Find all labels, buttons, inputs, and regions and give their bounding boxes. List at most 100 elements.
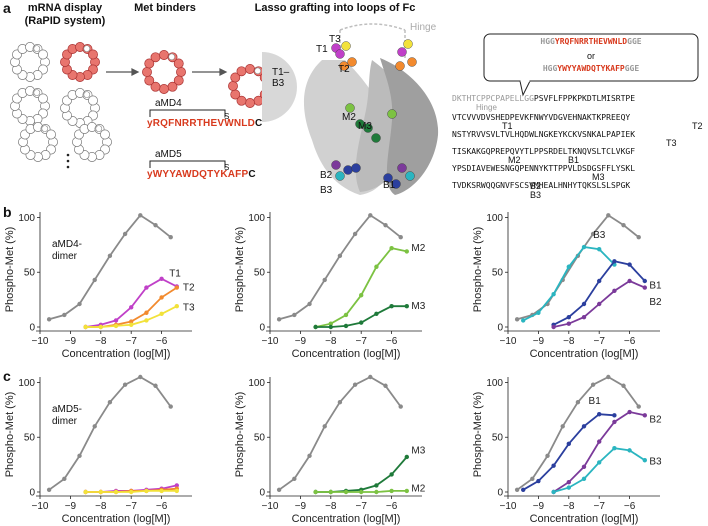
x-tick-label: −9 bbox=[295, 336, 307, 347]
x-tick-label: −10 bbox=[500, 501, 517, 512]
site-sphere bbox=[345, 103, 355, 113]
y-tick-label: 0 bbox=[259, 323, 265, 334]
fc-label-line2: B3 bbox=[272, 78, 285, 89]
data-point bbox=[107, 253, 113, 259]
panel-b-letter: b bbox=[3, 204, 12, 220]
data-point bbox=[359, 489, 364, 495]
peptide1-residue-last: C bbox=[255, 118, 263, 129]
series-parent-dimer bbox=[276, 374, 403, 493]
data-point bbox=[597, 412, 602, 417]
peptide2-residue-first: y bbox=[147, 169, 153, 180]
y-axis-title: Phospho-Met (%) bbox=[234, 227, 246, 313]
x-tick-label: −6 bbox=[386, 501, 398, 512]
data-point bbox=[627, 262, 632, 267]
data-point bbox=[575, 253, 581, 259]
x-tick-label: −7 bbox=[593, 501, 605, 512]
data-point bbox=[560, 277, 565, 283]
chart-c-right: 0 50 100 −10 −9 −8 −7 −6 Phospho-Met (%) Concentr… bbox=[472, 374, 662, 525]
series-label: B2 bbox=[649, 415, 662, 426]
panel-c-letter: c bbox=[3, 368, 11, 384]
data-point bbox=[83, 324, 88, 330]
x-tick-label: −10 bbox=[32, 336, 49, 347]
data-point bbox=[313, 489, 318, 495]
data-point bbox=[144, 488, 149, 494]
data-point bbox=[113, 318, 119, 323]
chart-b-middle: 0 50 100 −10 −9 −8 −7 −6 Phospho-Met (%) Concentr… bbox=[234, 212, 426, 360]
x-tick-label: −9 bbox=[295, 501, 307, 512]
bead bbox=[38, 49, 48, 60]
data-point bbox=[138, 213, 143, 218]
data-point bbox=[551, 322, 556, 328]
data-point bbox=[46, 317, 52, 322]
data-point bbox=[636, 234, 641, 240]
series-label: M2 bbox=[411, 243, 425, 254]
data-point bbox=[597, 301, 602, 307]
y-tick-label: 50 bbox=[254, 268, 266, 279]
data-point bbox=[46, 487, 52, 493]
data-point bbox=[612, 259, 617, 264]
data-point bbox=[144, 310, 149, 315]
x-tick-label: −7 bbox=[125, 501, 137, 512]
data-point bbox=[337, 399, 343, 405]
bead-rings bbox=[10, 42, 272, 162]
series-label: M2 bbox=[411, 484, 425, 495]
peptide-brackets bbox=[149, 109, 226, 168]
y-tick-label: 0 bbox=[497, 323, 503, 334]
series-t3: T3 bbox=[83, 302, 195, 330]
data-point bbox=[597, 278, 602, 284]
x-tick-label: −8 bbox=[563, 501, 575, 512]
structure-label-b1: B1 bbox=[383, 180, 396, 191]
series-t3 bbox=[83, 488, 179, 495]
data-point bbox=[374, 489, 379, 495]
data-point bbox=[398, 404, 403, 409]
bead-marker bbox=[33, 45, 41, 52]
data-point bbox=[514, 317, 520, 322]
data-point bbox=[107, 399, 113, 405]
series-b1: B1 bbox=[521, 396, 617, 493]
y-axis-title: Phospho-Met (%) bbox=[472, 227, 484, 313]
x-tick-label: −7 bbox=[125, 336, 137, 347]
site-sphere bbox=[407, 57, 417, 67]
series-parent-dimer bbox=[46, 374, 173, 493]
data-point bbox=[292, 476, 297, 482]
x-tick-label: −9 bbox=[65, 336, 77, 347]
seq-b2-label: B2 bbox=[530, 181, 542, 191]
fc-seq-line6: TVDKSRWQQGNVFSCSVMHEALHNHYTQKSLSLSPGK bbox=[452, 181, 631, 190]
peptide2-residue-last: C bbox=[248, 169, 256, 180]
data-point bbox=[566, 321, 571, 326]
insert-line2: HGGYWYYAWDQTYKAFPGGE bbox=[486, 64, 696, 73]
fc-label-line1: T1– bbox=[272, 67, 290, 78]
data-point bbox=[307, 301, 312, 307]
seq-t3-label: T3 bbox=[666, 138, 677, 148]
data-point bbox=[159, 488, 164, 494]
data-point bbox=[153, 383, 158, 388]
x-tick-label: −7 bbox=[355, 336, 367, 347]
site-sphere bbox=[397, 163, 407, 173]
data-point bbox=[404, 249, 409, 254]
y-tick-label: 100 bbox=[486, 213, 503, 224]
series-line bbox=[85, 277, 178, 328]
site-sphere bbox=[341, 41, 351, 51]
data-point bbox=[383, 383, 388, 388]
bead-marker bbox=[254, 67, 262, 75]
data-point bbox=[276, 317, 282, 322]
data-point bbox=[322, 277, 327, 283]
y-tick-label: 50 bbox=[24, 433, 36, 444]
data-point bbox=[307, 453, 312, 459]
site-sphere bbox=[383, 173, 393, 183]
data-point bbox=[521, 487, 526, 493]
library-ring-4 bbox=[60, 88, 100, 128]
data-point bbox=[129, 319, 134, 324]
y-tick-label: 0 bbox=[497, 488, 503, 499]
series-label: B3 bbox=[649, 456, 662, 467]
insert-line2-pre: HGG bbox=[542, 64, 558, 73]
site-sphere bbox=[351, 163, 361, 173]
data-point bbox=[77, 453, 82, 459]
data-point bbox=[575, 399, 581, 405]
series-line bbox=[553, 260, 646, 326]
x-tick-label: −9 bbox=[533, 336, 545, 347]
data-point bbox=[113, 488, 119, 494]
library-ring-1 bbox=[10, 42, 50, 82]
structure-label-b3: B3 bbox=[320, 185, 333, 196]
data-point bbox=[359, 293, 364, 298]
